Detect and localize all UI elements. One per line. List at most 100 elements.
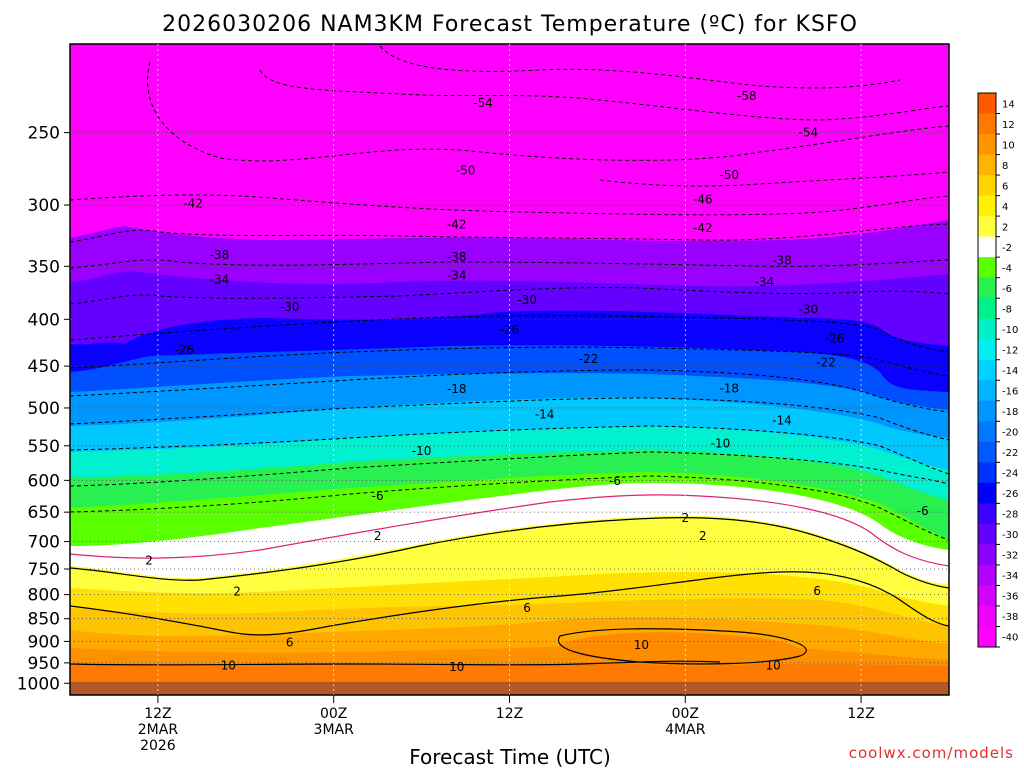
contour-neg38 [70,223,949,243]
x-tick-label-1-1: 3MAR [314,722,355,738]
colorbar-swatch-13 [978,359,996,381]
x-tick-label-3-0: 00Z [672,706,699,722]
contour-label-42: 10 [449,660,464,674]
colorbar-label-6: 2 [1002,222,1008,233]
colorbar-swatch-21 [978,523,996,545]
colorbar-label-14: -16 [1002,387,1018,398]
plot-area [70,44,949,695]
contour-label-4: -50 [719,168,739,182]
colorbar-swatch-12 [978,339,996,361]
credit-text: coolwx.com/models [849,744,1014,762]
y-tick-label-750: 750 [28,560,60,580]
contour-neg26 [70,315,949,353]
y-tick-label-1000: 1000 [17,674,60,694]
colorbar-swatch-2 [978,134,996,156]
colorbar-label-18: -24 [1002,469,1018,480]
colorbar-label-19: -26 [1002,489,1018,500]
colorbar-swatch-0 [978,93,996,115]
contour-lines [70,45,949,666]
y-tick-label-550: 550 [28,437,60,457]
contour-6 [70,571,949,636]
colorbar-swatch-8 [978,257,996,279]
contour-neg14 [70,397,949,441]
chart-title: 2026030206 NAM3KM Forecast Temperature (… [162,12,858,37]
contour-neg46 [599,171,949,187]
contour-label-31: -6 [917,504,929,518]
colorbar-label-20: -28 [1002,510,1018,521]
colorbar-swatch-1 [978,113,996,135]
y-tick-label-350: 350 [28,257,60,277]
contour-label-14: -34 [755,275,775,289]
x-tick-label-2-0: 12Z [496,706,523,722]
colorbar-label-9: -6 [1002,284,1012,295]
colorbar-swatch-17 [978,441,996,463]
contour-neg58 [379,45,901,89]
colorbar-label-7: -2 [1002,243,1012,254]
colorbar-swatch-26 [978,626,996,648]
y-tick-label-300: 300 [28,196,60,216]
y-tick-label-650: 650 [28,503,60,523]
contour-label-40: 10 [634,638,649,652]
colorbar-swatch-19 [978,482,996,504]
colorbar-label-23: -34 [1002,571,1018,582]
y-tick-label-950: 950 [28,654,60,674]
colorbar-label-2: 10 [1002,140,1015,151]
contour-label-18: -26 [174,343,194,357]
contour-label-9: -38 [210,248,230,262]
colorbar-label-10: -8 [1002,304,1012,315]
y-tick-label-500: 500 [28,399,60,419]
colorbar-label-25: -38 [1002,612,1018,623]
x-tick-label-0-0: 12Z [144,706,171,722]
colorbar-label-12: -12 [1002,345,1018,356]
colorbar-swatch-9 [978,277,996,299]
contour-label-22: -22 [816,356,836,370]
contour-label-36: 2 [233,585,241,599]
colorbar-swatch-3 [978,154,996,176]
contour-neg30 [70,287,949,305]
contour-label-30: -6 [609,474,621,488]
colorbar-label-26: -40 [1002,633,1018,644]
x-tick-label-0-1: 2MAR [138,722,179,738]
contour-neg18 [70,369,949,413]
contour-label-41: 10 [221,658,236,672]
colorbar-swatch-20 [978,503,996,525]
x-tick-label-4-0: 12Z [847,706,874,722]
contour-label-7: -42 [447,217,467,231]
contour-label-17: -30 [799,302,819,316]
colorbar-swatch-22 [978,544,996,566]
colorbar-label-3: 8 [1002,161,1008,172]
colorbar-swatch-10 [978,298,996,320]
y-tick-label-850: 850 [28,610,60,630]
contour-label-20: -26 [825,332,845,346]
x-tick-label-0-2: 2026 [140,738,176,754]
x-tick-label-1-0: 00Z [320,706,347,722]
colorbar-swatch-23 [978,564,996,586]
contour-label-33: 2 [374,529,382,543]
colorbar-label-21: -30 [1002,530,1018,541]
colorbar-label-4: 6 [1002,181,1008,192]
contour-label-38: 6 [813,584,821,598]
colorbar-swatch-11 [978,318,996,340]
contour-label-29: -6 [372,489,384,503]
y-tick-label-800: 800 [28,586,60,606]
colorbar-label-8: -4 [1002,263,1012,274]
contour-label-8: -42 [693,221,713,235]
contour-label-32: 2 [145,553,153,567]
contour-label-28: -10 [711,437,731,451]
contour-label-5: -46 [693,193,713,207]
contour-neg50 [147,61,949,162]
contour-label-21: -22 [579,352,599,366]
colorbar-swatch-7 [978,236,996,258]
x-axis-label: Forecast Time (UTC) [409,745,611,768]
colorbar-swatch-14 [978,380,996,402]
contour-neg2 [70,475,949,541]
colorbar-label-13: -14 [1002,366,1018,377]
colorbar-label-24: -36 [1002,592,1018,603]
grid-lines [70,44,949,695]
contour-neg54 [259,69,949,121]
colorbar-label-22: -32 [1002,551,1018,562]
warm-patch [559,632,803,666]
contour-label-15: -30 [280,300,300,314]
